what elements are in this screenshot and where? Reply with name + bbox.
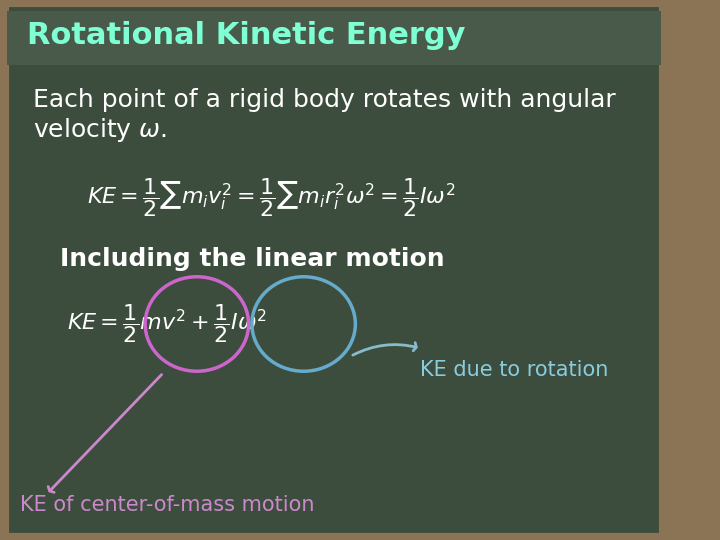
FancyBboxPatch shape	[6, 11, 661, 65]
FancyBboxPatch shape	[6, 5, 661, 535]
Text: KE due to rotation: KE due to rotation	[420, 360, 609, 380]
Text: Rotational Kinetic Energy: Rotational Kinetic Energy	[27, 21, 465, 50]
Text: $KE = \dfrac{1}{2}mv^2 + \dfrac{1}{2}I\omega^2$: $KE = \dfrac{1}{2}mv^2 + \dfrac{1}{2}I\o…	[67, 302, 266, 346]
Text: Each point of a rigid body rotates with angular: Each point of a rigid body rotates with …	[33, 88, 616, 112]
Text: $KE = \dfrac{1}{2}\sum m_i v_i^2 = \dfrac{1}{2}\sum m_i r_i^2 \omega^2 = \dfrac{: $KE = \dfrac{1}{2}\sum m_i v_i^2 = \dfra…	[86, 176, 456, 219]
Text: KE of center-of-mass motion: KE of center-of-mass motion	[20, 495, 315, 515]
Text: velocity $\omega$.: velocity $\omega$.	[33, 116, 167, 144]
Text: Including the linear motion: Including the linear motion	[60, 247, 445, 271]
